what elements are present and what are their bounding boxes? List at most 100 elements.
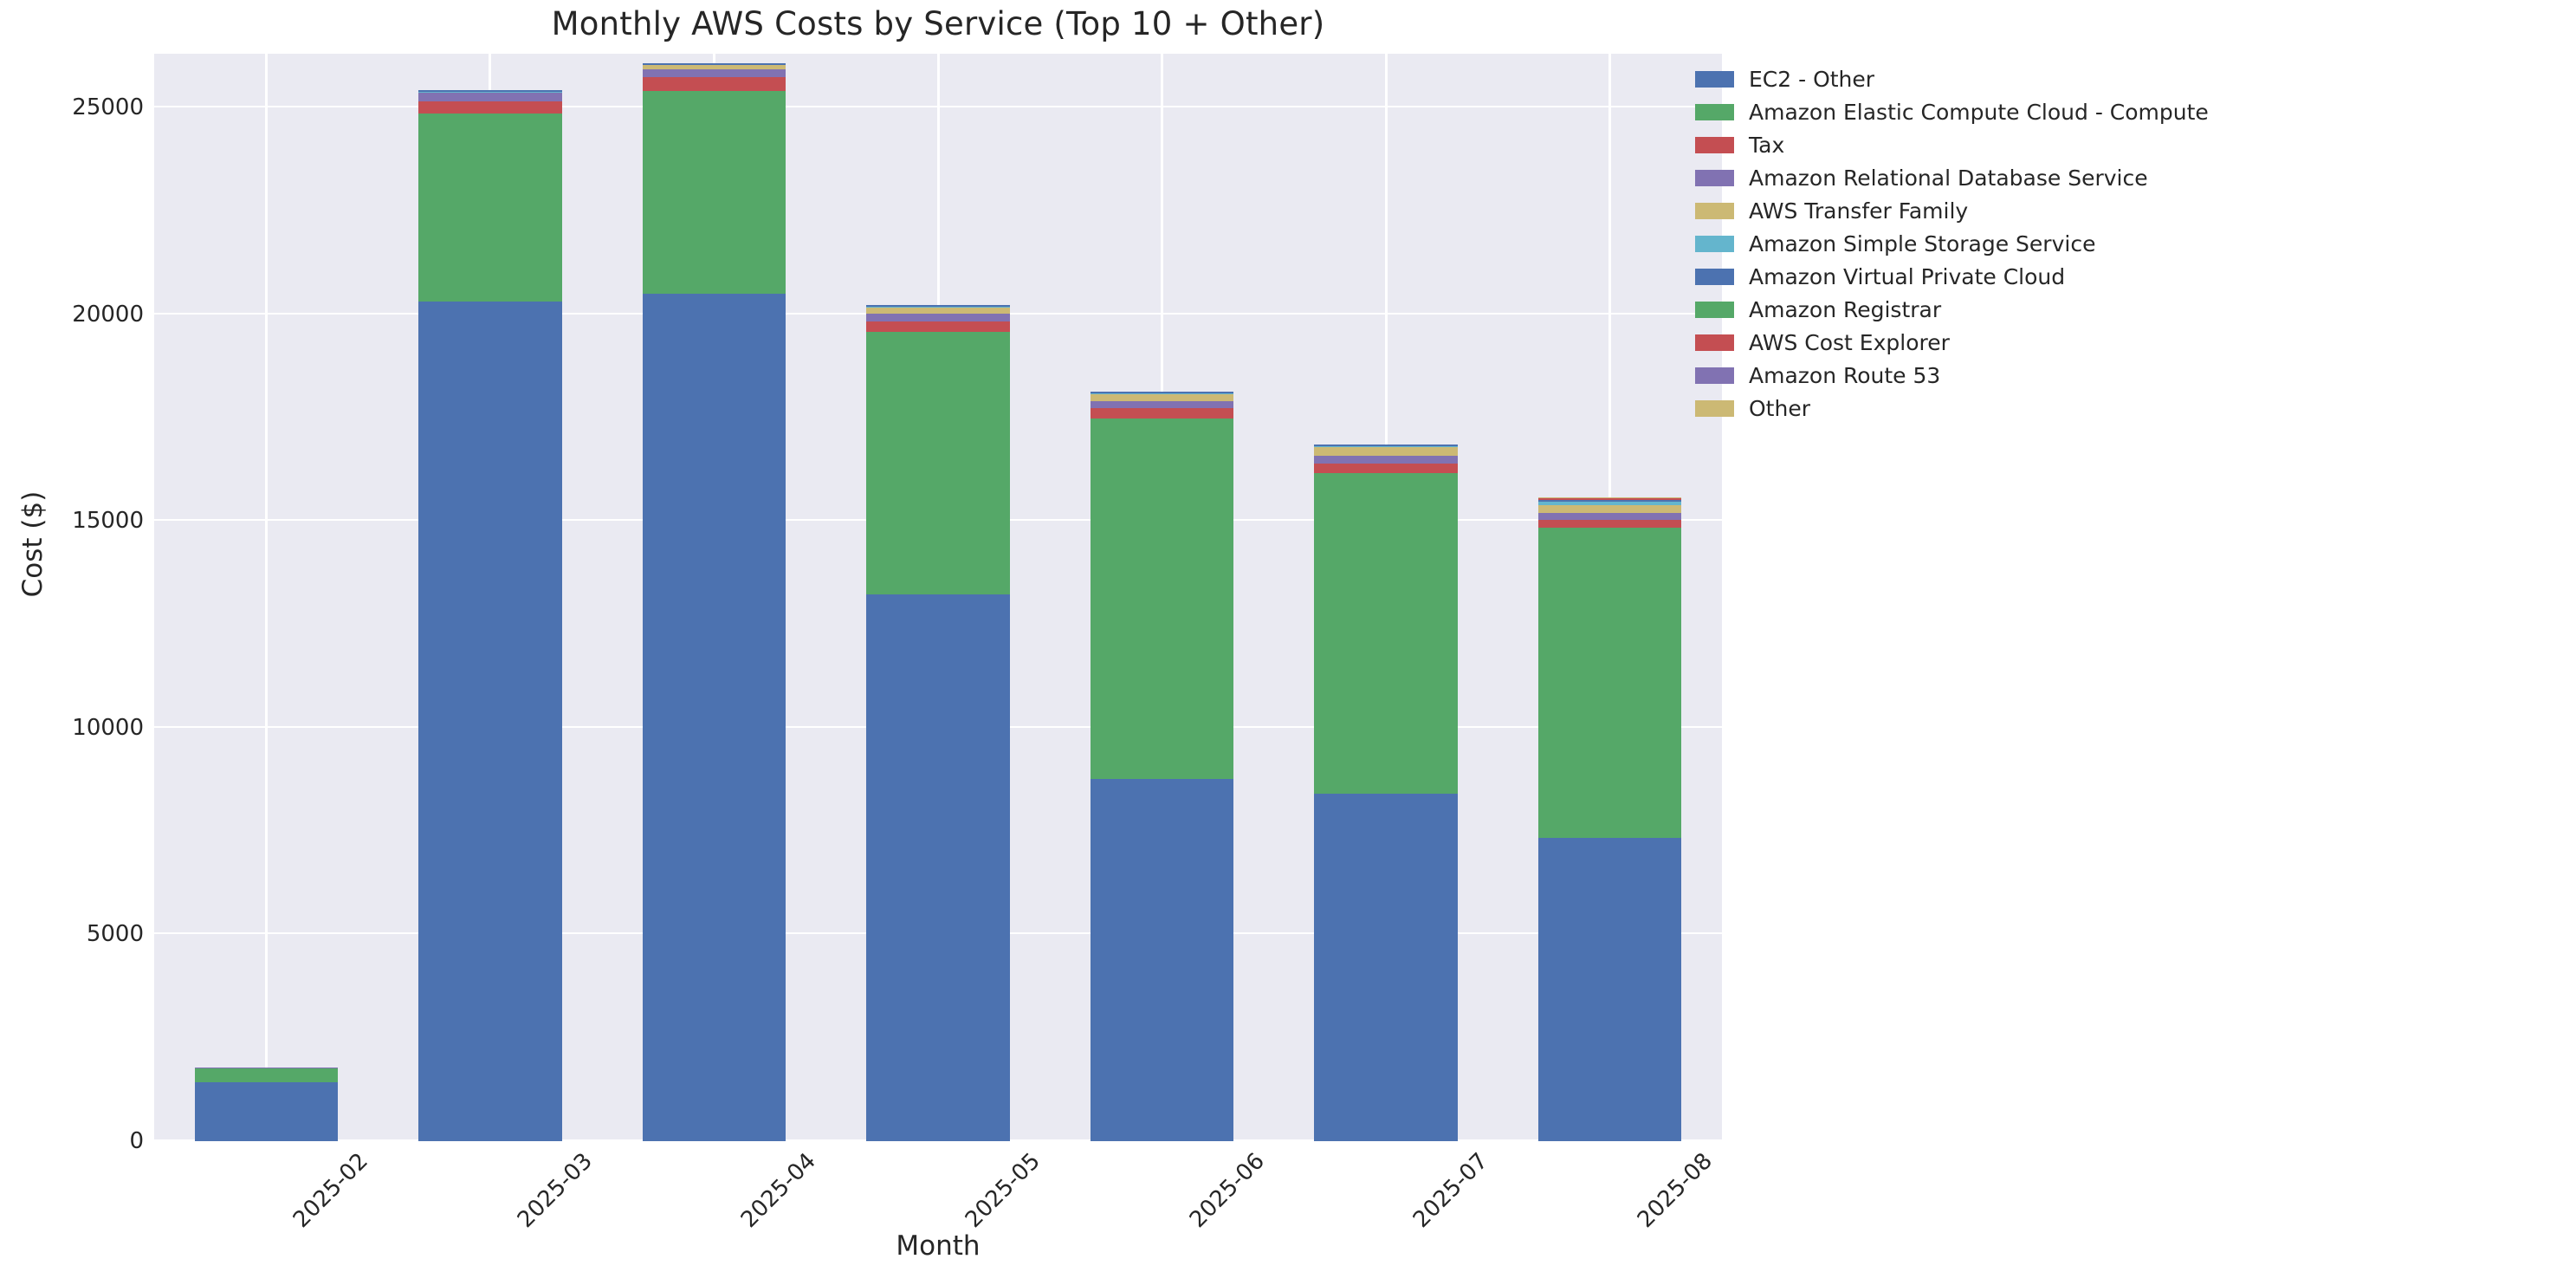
bar-segment[interactable] bbox=[194, 1082, 339, 1141]
legend-item-label: Amazon Virtual Private Cloud bbox=[1749, 263, 2066, 289]
bar-segment[interactable] bbox=[866, 321, 1010, 332]
bar-stack[interactable] bbox=[642, 62, 786, 1141]
bar-segment[interactable] bbox=[642, 90, 786, 294]
bar-segment[interactable] bbox=[866, 313, 1010, 322]
legend-item[interactable]: AWS Transfer Family bbox=[1695, 194, 2553, 227]
legend-item[interactable]: Other bbox=[1695, 392, 2553, 425]
legend-item[interactable]: AWS Cost Explorer bbox=[1695, 326, 2553, 359]
x-axis-tick-label: 2025-08 bbox=[1632, 1148, 1718, 1234]
legend-item-label: Other bbox=[1749, 395, 1810, 421]
bar-segment[interactable] bbox=[642, 65, 786, 69]
bar-segment[interactable] bbox=[1090, 779, 1234, 1141]
y-axis-label: Cost ($) bbox=[17, 490, 49, 598]
legend-swatch-icon bbox=[1695, 103, 1734, 120]
legend-item[interactable]: Amazon Virtual Private Cloud bbox=[1695, 260, 2553, 293]
legend-item[interactable]: EC2 - Other bbox=[1695, 62, 2553, 95]
y-axis-tick-label: 0 bbox=[129, 1128, 144, 1154]
bar-segment[interactable] bbox=[1090, 400, 1234, 409]
bar-segment[interactable] bbox=[1314, 455, 1458, 464]
y-axis-tick-label: 5000 bbox=[86, 921, 144, 948]
legend-swatch-icon bbox=[1695, 70, 1734, 88]
bar-segment[interactable] bbox=[1314, 445, 1458, 446]
legend-swatch-icon bbox=[1695, 268, 1734, 285]
bar-stack[interactable] bbox=[194, 1068, 339, 1141]
x-axis-tick-label: 2025-07 bbox=[1408, 1148, 1493, 1234]
legend-item[interactable]: Amazon Registrar bbox=[1695, 293, 2553, 326]
legend-swatch-icon bbox=[1695, 367, 1734, 384]
bar-segment[interactable] bbox=[866, 304, 1010, 307]
bar-segment[interactable] bbox=[418, 89, 562, 92]
bar-segment[interactable] bbox=[642, 68, 786, 78]
bar-segment[interactable] bbox=[1090, 408, 1234, 419]
bar-segment[interactable] bbox=[418, 101, 562, 114]
legend-swatch-icon bbox=[1695, 334, 1734, 351]
bar-stack[interactable] bbox=[1537, 497, 1682, 1141]
y-axis-ticks: 0 5000 10000 15000 20000 25000 bbox=[0, 54, 144, 1154]
legend-item-label: Amazon Simple Storage Service bbox=[1749, 230, 2096, 256]
bar-segment[interactable] bbox=[418, 93, 562, 101]
legend-item[interactable]: Amazon Relational Database Service bbox=[1695, 161, 2553, 194]
legend-swatch-icon bbox=[1695, 136, 1734, 153]
bar-stack[interactable] bbox=[1314, 445, 1458, 1141]
bar-segment[interactable] bbox=[866, 306, 1010, 308]
legend-swatch-icon bbox=[1695, 399, 1734, 417]
x-axis-tick-label: 2025-05 bbox=[960, 1148, 1045, 1234]
x-axis-label: Month bbox=[896, 1230, 981, 1262]
legend-item-label: Amazon Registrar bbox=[1749, 296, 1942, 322]
bar-segment[interactable] bbox=[194, 1068, 339, 1083]
bar-segment[interactable] bbox=[1537, 512, 1682, 521]
x-axis-tick-label: 2025-04 bbox=[736, 1148, 822, 1234]
bar-segment[interactable] bbox=[1537, 502, 1682, 505]
bar-stack[interactable] bbox=[866, 304, 1010, 1141]
bar-segment[interactable] bbox=[1090, 419, 1234, 779]
y-axis-tick-label: 20000 bbox=[72, 301, 144, 328]
bar-segment[interactable] bbox=[1090, 394, 1234, 401]
bar-segment[interactable] bbox=[1314, 446, 1458, 456]
x-axis-tick-label: 2025-02 bbox=[288, 1148, 374, 1234]
legend-item[interactable]: Tax bbox=[1695, 128, 2553, 161]
bar-segment[interactable] bbox=[418, 114, 562, 302]
bar-stack[interactable] bbox=[418, 89, 562, 1141]
bar-segment[interactable] bbox=[418, 91, 562, 94]
legend-swatch-icon bbox=[1695, 235, 1734, 252]
x-axis-tick-label: 2025-03 bbox=[512, 1148, 598, 1234]
bar-segment[interactable] bbox=[1090, 393, 1234, 395]
bar-segment[interactable] bbox=[1314, 794, 1458, 1141]
legend-item-label: Amazon Elastic Compute Cloud - Compute bbox=[1749, 99, 2209, 125]
bar-segment[interactable] bbox=[1314, 445, 1458, 447]
bar-segment[interactable] bbox=[866, 307, 1010, 314]
bar-segment[interactable] bbox=[1314, 463, 1458, 473]
legend-item[interactable]: Amazon Route 53 bbox=[1695, 359, 2553, 392]
legend-item-label: AWS Transfer Family bbox=[1749, 198, 1969, 224]
bar-segment[interactable] bbox=[1537, 499, 1682, 501]
legend-item-label: AWS Cost Explorer bbox=[1749, 329, 1950, 355]
y-axis-tick-label: 25000 bbox=[72, 94, 144, 121]
bar-segment[interactable] bbox=[1537, 837, 1682, 1141]
bar-segment[interactable] bbox=[866, 594, 1010, 1141]
y-axis-tick-label: 10000 bbox=[72, 714, 144, 741]
bar-segment[interactable] bbox=[642, 293, 786, 1141]
bar-segment[interactable] bbox=[1537, 500, 1682, 503]
y-axis-tick-label: 15000 bbox=[72, 508, 144, 535]
bar-segment[interactable] bbox=[1537, 520, 1682, 529]
bar-stack[interactable] bbox=[1090, 391, 1234, 1141]
bar-segment[interactable] bbox=[418, 302, 562, 1141]
x-axis-tick-label: 2025-06 bbox=[1184, 1148, 1270, 1234]
plot-area bbox=[154, 54, 1722, 1141]
bar-segment[interactable] bbox=[642, 77, 786, 91]
legend-item[interactable]: Amazon Elastic Compute Cloud - Compute bbox=[1695, 95, 2553, 128]
bar-segment[interactable] bbox=[1537, 528, 1682, 838]
legend-item-label: Amazon Relational Database Service bbox=[1749, 165, 2148, 191]
bar-segment[interactable] bbox=[1537, 497, 1682, 500]
bar-segment[interactable] bbox=[1537, 504, 1682, 513]
gridline-x bbox=[264, 54, 268, 1141]
chart-title: Monthly AWS Costs by Service (Top 10 + O… bbox=[551, 5, 1325, 42]
legend-item-label: EC2 - Other bbox=[1749, 66, 1875, 92]
bar-segment[interactable] bbox=[866, 331, 1010, 594]
bar-segment[interactable] bbox=[642, 62, 786, 66]
bar-segment[interactable] bbox=[1090, 391, 1234, 393]
bar-segment[interactable] bbox=[1314, 472, 1458, 795]
legend-item-label: Amazon Route 53 bbox=[1749, 362, 1941, 388]
legend-item[interactable]: Amazon Simple Storage Service bbox=[1695, 227, 2553, 260]
